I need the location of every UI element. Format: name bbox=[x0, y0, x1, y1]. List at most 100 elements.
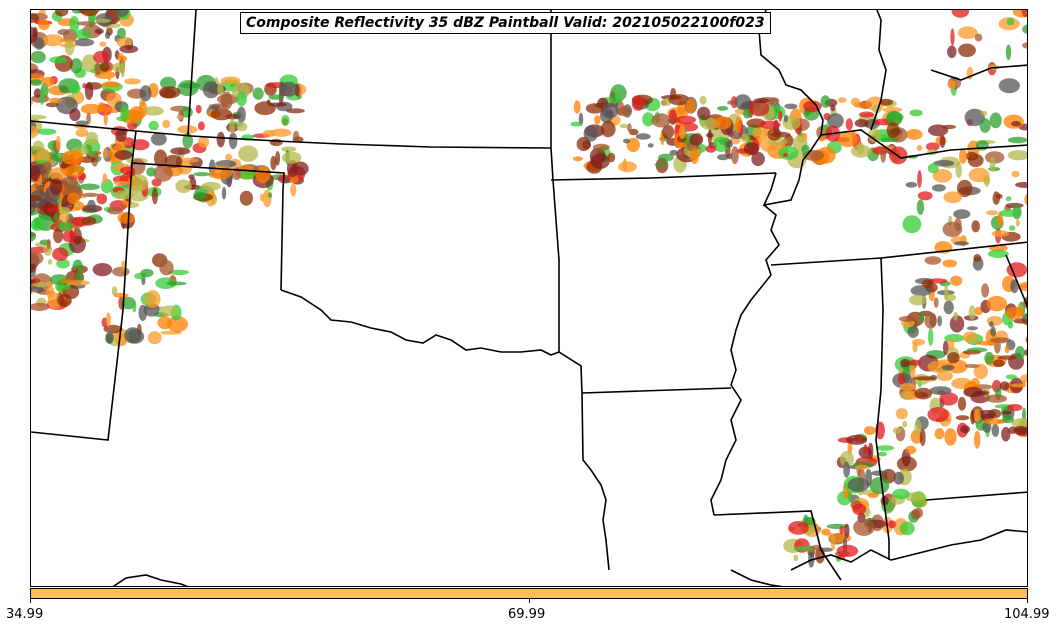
storm-cell bbox=[281, 146, 297, 152]
storm-cell bbox=[116, 36, 132, 48]
border-texas-coast bbox=[112, 574, 189, 586]
storm-cell bbox=[689, 133, 704, 146]
storm-cell bbox=[847, 477, 870, 493]
storm-cell bbox=[838, 130, 858, 148]
storm-cell bbox=[917, 170, 922, 188]
storm-cell bbox=[217, 82, 224, 96]
storm-cell bbox=[933, 160, 955, 167]
storm-cell bbox=[727, 153, 732, 160]
storm-cell bbox=[619, 123, 628, 129]
storm-cell bbox=[690, 148, 699, 165]
storm-cell bbox=[49, 56, 67, 64]
storm-cell bbox=[1025, 336, 1027, 344]
storm-cell bbox=[885, 110, 903, 127]
storm-cell bbox=[252, 87, 264, 100]
storm-cell bbox=[583, 125, 598, 142]
storm-cell bbox=[928, 328, 934, 346]
storm-cell bbox=[700, 117, 719, 130]
storm-cell bbox=[927, 278, 948, 284]
storm-cell bbox=[31, 208, 39, 216]
storm-cell bbox=[830, 533, 836, 551]
storm-cell bbox=[287, 159, 298, 178]
storm-cell bbox=[955, 161, 962, 179]
storm-cell bbox=[62, 230, 76, 243]
storm-cell bbox=[54, 212, 59, 221]
storm-cell bbox=[31, 54, 34, 59]
storm-cell bbox=[57, 29, 70, 36]
storm-cell bbox=[752, 99, 768, 116]
storm-cell bbox=[867, 442, 874, 459]
storm-cell bbox=[32, 286, 45, 294]
storm-cell bbox=[84, 81, 94, 100]
storm-cell bbox=[105, 31, 111, 39]
border-il-in bbox=[870, 10, 887, 131]
storm-cell bbox=[290, 183, 297, 197]
storm-cell bbox=[61, 150, 84, 165]
storm-cell bbox=[1001, 426, 1011, 442]
storm-cell bbox=[225, 153, 232, 161]
storm-cell bbox=[112, 266, 130, 277]
storm-cell bbox=[812, 544, 822, 551]
storm-cell bbox=[820, 95, 831, 108]
storm-cell bbox=[939, 135, 946, 148]
storm-cell bbox=[753, 98, 770, 104]
storm-cell bbox=[953, 311, 958, 321]
storm-cell bbox=[919, 428, 926, 447]
storm-cell bbox=[966, 326, 979, 331]
border-fl bbox=[925, 491, 1027, 501]
storm-cell bbox=[959, 148, 967, 164]
storm-cell bbox=[990, 326, 996, 337]
storm-cell bbox=[635, 133, 651, 140]
storm-cell bbox=[154, 149, 168, 168]
storm-cell bbox=[182, 132, 193, 149]
storm-cell bbox=[905, 445, 917, 455]
storm-cell bbox=[93, 50, 109, 64]
storm-cell bbox=[268, 192, 273, 199]
storm-cell bbox=[954, 217, 962, 231]
storm-cell bbox=[585, 103, 604, 114]
storm-cell bbox=[168, 269, 190, 275]
storm-cell bbox=[1002, 415, 1014, 424]
storm-cell bbox=[96, 193, 108, 205]
storm-cell bbox=[957, 26, 978, 39]
storm-cell bbox=[867, 492, 879, 499]
storm-cell bbox=[953, 241, 970, 246]
storm-cell bbox=[145, 290, 161, 308]
storm-cell bbox=[893, 471, 904, 485]
storm-cell bbox=[937, 315, 942, 327]
storm-cell bbox=[1010, 279, 1019, 294]
storm-cell bbox=[839, 526, 844, 535]
storm-cell bbox=[38, 19, 50, 31]
storm-cell bbox=[193, 172, 211, 177]
storm-cell bbox=[618, 161, 637, 173]
storm-cell bbox=[255, 167, 270, 184]
storm-cell bbox=[153, 164, 173, 182]
storm-cell bbox=[957, 396, 967, 411]
colorbar-tick-label: 34.99 bbox=[6, 607, 44, 622]
storm-cell bbox=[167, 316, 188, 333]
storm-cell bbox=[55, 135, 61, 151]
storm-cell bbox=[74, 38, 95, 47]
storm-cell bbox=[973, 363, 988, 380]
storm-cell bbox=[117, 55, 128, 62]
storm-cell bbox=[67, 192, 80, 205]
storm-cell bbox=[238, 145, 259, 162]
storm-cell bbox=[1018, 418, 1027, 429]
storm-cell bbox=[82, 192, 100, 197]
storm-cell bbox=[33, 88, 42, 98]
storm-cell bbox=[42, 34, 64, 47]
storm-cell bbox=[647, 143, 654, 148]
storm-cell bbox=[281, 114, 290, 126]
colorbar-tick-label: 69.99 bbox=[508, 607, 546, 622]
storm-cell bbox=[81, 216, 97, 226]
storm-cell bbox=[725, 141, 733, 148]
storm-cell bbox=[139, 85, 152, 102]
storm-cell bbox=[917, 191, 933, 201]
storm-cell bbox=[119, 45, 139, 54]
storm-cell bbox=[902, 420, 908, 428]
storm-cell bbox=[221, 186, 227, 200]
storm-cell bbox=[195, 104, 202, 114]
storm-cell bbox=[983, 418, 1003, 425]
storm-cell bbox=[984, 351, 995, 365]
